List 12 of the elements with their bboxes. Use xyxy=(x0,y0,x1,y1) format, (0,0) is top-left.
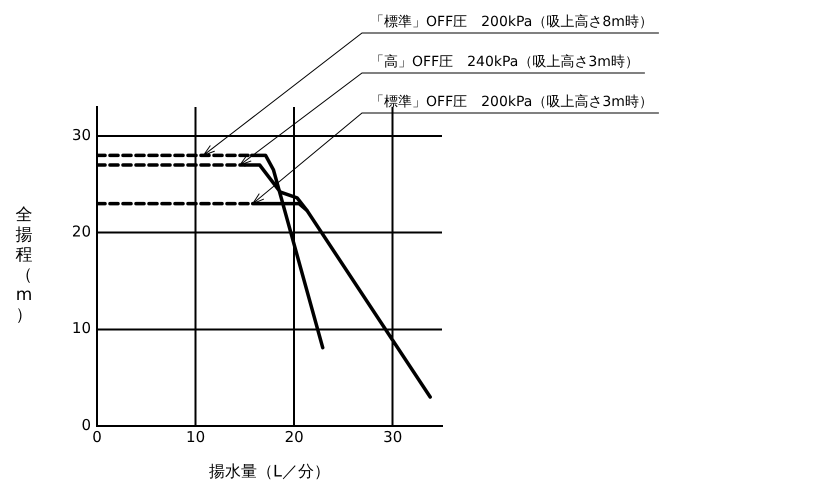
x-axis-title: 揚水量（L／分） xyxy=(209,462,330,481)
y-tick-label: 0 xyxy=(81,416,91,434)
y-tick-label: 30 xyxy=(72,126,91,144)
annotation: 「標準」OFF圧 200kPa（吸上高さ3m時） xyxy=(370,94,653,110)
x-tick-label: 10 xyxy=(186,428,206,446)
y-tick-label: 20 xyxy=(72,222,91,241)
x-tick-label: 20 xyxy=(284,428,304,446)
x-tick-label: 30 xyxy=(383,428,402,446)
y-axis-title: 全揚程（m） xyxy=(14,205,34,325)
annotation: 「標準」OFF圧 200kPa（吸上高さ8m時） xyxy=(370,14,653,30)
annotation: 「高」OFF圧 240kPa（吸上高さ3m時） xyxy=(370,54,639,70)
y-tick-label: 10 xyxy=(72,319,91,338)
